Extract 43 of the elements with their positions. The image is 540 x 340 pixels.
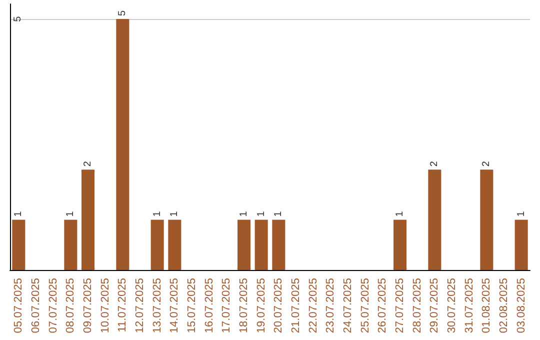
x-tick-label: 29.07.2025 [428,278,441,334]
x-tick-label: 09.07.2025 [82,278,94,334]
x-tick-label: 11.07.2025 [116,278,129,332]
data-label: 1 [169,210,180,217]
data-label: 1 [394,210,406,217]
x-tick-label: 23.07.2025 [324,278,337,334]
x-tick-label: 14.07.2025 [168,278,181,334]
x-tick-label: 17.07.2025 [220,278,233,334]
x-tick-label: 06.07.2025 [30,278,42,334]
x-tick-label: 24.07.2025 [342,278,354,334]
x-tick-label: 16.07.2025 [203,278,216,334]
data-label: 1 [238,210,250,217]
x-tick-label: 19.07.2025 [255,278,268,334]
x-tick-label: 21.07.2025 [290,278,302,334]
data-label: 1 [256,210,267,217]
x-tick-label: 10.07.2025 [99,278,112,334]
x-tick-label: 25.07.2025 [359,278,372,334]
x-tick-label: 02.08.2025 [498,278,510,334]
data-label: 2 [82,160,94,167]
data-label: 2 [429,160,440,167]
x-tick-label: 03.08.2025 [515,278,528,334]
x-tick-label: 07.07.2025 [47,278,60,334]
x-tick-label: 26.07.2025 [376,278,389,334]
x-tick-label: 20.07.2025 [272,278,285,334]
x-tick-label: 18.07.2025 [238,278,250,334]
data-label: 2 [481,160,492,167]
data-label: 1 [273,210,284,217]
x-tick-label: 28.07.2025 [411,278,424,334]
data-label: 5 [117,10,128,16]
x-tick-label: 12.07.2025 [134,278,146,334]
data-label: 1 [152,210,163,217]
x-tick-label: 31.07.2025 [463,278,476,334]
x-tick-label: 30.07.2025 [446,278,458,334]
data-label: 1 [65,210,76,217]
x-tick-label: 22.07.2025 [307,278,320,334]
data-label: 1 [516,210,527,217]
x-tick-label: 15.07.2025 [186,278,198,334]
x-tick-label: 27.07.2025 [394,278,406,334]
data-label: 1 [13,210,24,217]
x-tick-label: 01.08.2025 [480,278,493,334]
x-tick-label: 08.07.2025 [64,278,77,334]
x-tick-label: 13.07.2025 [151,278,164,334]
x-tick-label: 05.07.2025 [12,278,25,334]
